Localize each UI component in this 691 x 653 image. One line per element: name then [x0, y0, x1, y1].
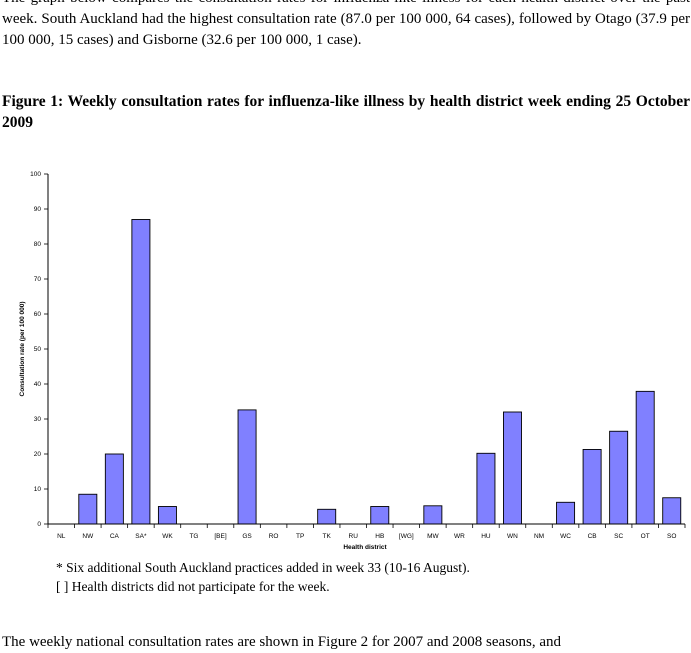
x-tick-label: TP: [296, 533, 304, 540]
x-tick-label: NW: [82, 533, 94, 540]
bar: [423, 505, 443, 525]
bars: [78, 219, 682, 525]
bar: [317, 508, 337, 525]
x-tick-label: [WG]: [399, 533, 414, 540]
y-tick-label: 10: [34, 486, 42, 493]
x-tick-label: WC: [560, 533, 571, 540]
x-tick-label: NM: [534, 533, 544, 540]
x-tick-label: TG: [189, 533, 198, 540]
x-axis: NL NW CA SA* WK TG [BE] GS RO TP TK RU HB [WG] MW WR HU W…: [47, 523, 686, 540]
y-axis-label: Consultation rate (per 100 000): [19, 302, 26, 397]
figure-notes: * Six additional South Auckland practice…: [56, 558, 470, 596]
x-tick-label: SA*: [135, 533, 147, 540]
x-tick-label: RU: [349, 533, 359, 540]
bar: [131, 219, 151, 525]
y-tick-label: 60: [34, 311, 42, 318]
y-tick-label: 40: [34, 381, 42, 388]
x-tick-label: SO: [667, 533, 676, 540]
y-tick-label: 50: [34, 346, 42, 353]
x-tick-label: CB: [588, 533, 597, 540]
bar: [78, 493, 98, 525]
y-tick-label: 90: [34, 206, 42, 213]
bar: [556, 501, 576, 525]
x-tick-label: MW: [427, 533, 439, 540]
bar: [157, 506, 177, 525]
intro-paragraph: The graph below compares the consultatio…: [2, 0, 690, 48]
y-tick-label: 20: [34, 451, 42, 458]
x-tick-label: RO: [269, 533, 279, 540]
bottom-paragraph: The weekly national consultation rates a…: [2, 634, 562, 650]
bar: [635, 390, 655, 525]
x-tick-label: GS: [242, 533, 252, 540]
y-tick-label: 100: [30, 171, 41, 178]
x-tick-label: WK: [162, 533, 173, 540]
figure-title: Figure 1: Weekly consultation rates for …: [2, 93, 690, 131]
y-axis: 0 10 20 30 40 50 60 70 80 90 100: [30, 171, 49, 528]
x-tick-label: TK: [323, 533, 332, 540]
x-tick-label: HU: [481, 533, 491, 540]
y-tick-label: 0: [37, 521, 41, 528]
bar: [582, 449, 602, 525]
x-tick-label: [BE]: [214, 533, 226, 540]
bar: [370, 506, 390, 525]
x-tick-label: WN: [507, 533, 518, 540]
bar: [609, 430, 629, 525]
x-tick-label: OT: [641, 533, 650, 540]
footnote-brackets: [ ] Health districts did not participate…: [56, 579, 330, 594]
y-tick-label: 70: [34, 276, 42, 283]
x-tick-label: NL: [57, 533, 66, 540]
y-tick-label: 80: [34, 241, 42, 248]
bar: [476, 452, 496, 525]
bar: [503, 411, 522, 525]
x-axis-label: Health district: [343, 544, 387, 551]
bar: [104, 453, 124, 525]
x-tick-label: SC: [614, 533, 623, 540]
x-tick-label: HB: [375, 533, 384, 540]
y-tick-label: 30: [34, 416, 42, 423]
x-tick-label: WR: [454, 533, 465, 540]
x-tick-label: CA: [110, 533, 120, 540]
footnote-asterisk: * Six additional South Auckland practice…: [56, 560, 470, 575]
bar: [662, 497, 682, 525]
bar-chart: 0 10 20 30 40 50 60 70 80 90 100 NL NW CA SA* WK TG [BE]…: [19, 171, 686, 551]
bar: [237, 409, 257, 525]
